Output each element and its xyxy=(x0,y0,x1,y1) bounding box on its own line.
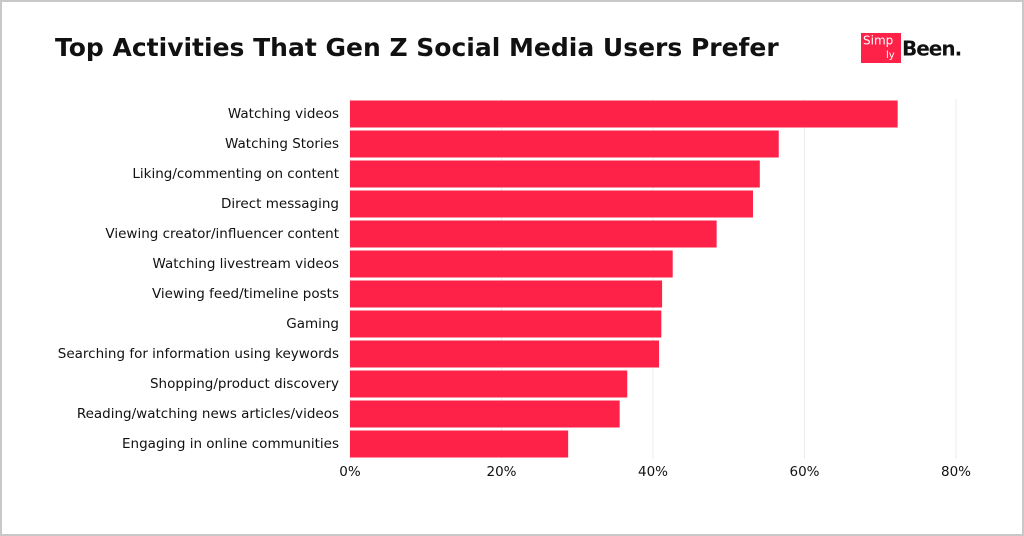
bar xyxy=(350,280,663,308)
bar xyxy=(350,100,898,128)
y-tick-label: Watching livestream videos xyxy=(152,256,339,272)
logo-box xyxy=(861,33,901,63)
bar xyxy=(350,190,753,218)
bar xyxy=(350,400,620,428)
y-tick-label: Searching for information using keywords xyxy=(58,346,339,362)
x-tick-label: 20% xyxy=(486,464,516,480)
bar xyxy=(350,130,779,158)
bar xyxy=(350,370,628,398)
bar xyxy=(350,310,662,338)
y-tick-label: Viewing creator/influencer content xyxy=(105,226,339,242)
y-tick-label: Watching Stories xyxy=(225,136,339,152)
chart-title: Top Activities That Gen Z Social Media U… xyxy=(55,33,779,62)
x-tick-label: 80% xyxy=(941,464,971,480)
y-tick-label: Watching videos xyxy=(228,106,339,122)
y-tick-label: Shopping/product discovery xyxy=(150,376,339,392)
bar xyxy=(350,430,569,458)
y-tick-label: Gaming xyxy=(286,316,339,332)
y-tick-label: Engaging in online communities xyxy=(122,436,339,452)
y-tick-label: Viewing feed/timeline posts xyxy=(152,286,339,302)
bar xyxy=(350,340,660,368)
x-tick-label: 40% xyxy=(638,464,668,480)
y-tick-label: Reading/watching news articles/videos xyxy=(77,406,339,422)
bar xyxy=(350,220,717,248)
y-tick-label: Direct messaging xyxy=(221,196,339,212)
x-tick-label: 0% xyxy=(339,464,361,480)
y-tick-label: Liking/commenting on content xyxy=(132,166,339,182)
bar xyxy=(350,250,673,278)
x-tick-label: 60% xyxy=(789,464,819,480)
logo-box-text: Simp xyxy=(863,34,893,48)
bar xyxy=(350,160,760,188)
logo-text: Been. xyxy=(902,37,961,61)
logo-small: ly xyxy=(886,50,895,61)
